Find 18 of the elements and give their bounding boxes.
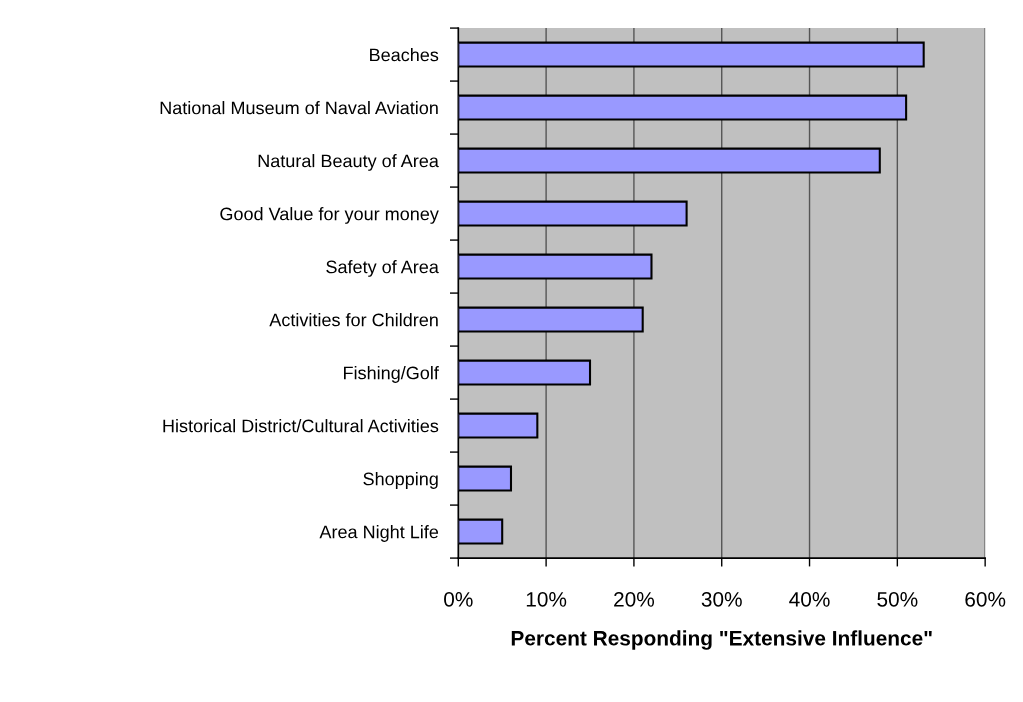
- y-tick-label: Beaches: [370, 48, 439, 62]
- x-axis-title: Percent Responding "Extensive Influence": [511, 630, 932, 650]
- x-tick-label: 60%: [965, 591, 1006, 607]
- y-tick-label: Safety of Area: [326, 260, 439, 277]
- x-tick-label: 0%: [444, 591, 473, 607]
- x-tick-label: 30%: [701, 591, 742, 607]
- y-tick-label: Historical District/Cultural Activities: [163, 419, 439, 433]
- y-tick-label: Good Value for your money: [220, 207, 439, 224]
- y-tick-label: National Museum of Naval Aviation: [160, 101, 438, 115]
- y-tick-label: Shopping: [363, 472, 438, 489]
- y-tick-label: Natural Beauty of Area: [258, 154, 439, 171]
- y-tick-label: Activities for Children: [269, 313, 438, 327]
- x-tick-label: 10%: [526, 591, 567, 607]
- y-tick-label: Fishing/Golf: [344, 366, 439, 383]
- x-tick-label: 50%: [877, 591, 918, 607]
- x-tick-label: 20%: [614, 591, 655, 607]
- y-tick-label: Area Night Life: [319, 525, 439, 542]
- x-tick-label: 40%: [789, 591, 830, 607]
